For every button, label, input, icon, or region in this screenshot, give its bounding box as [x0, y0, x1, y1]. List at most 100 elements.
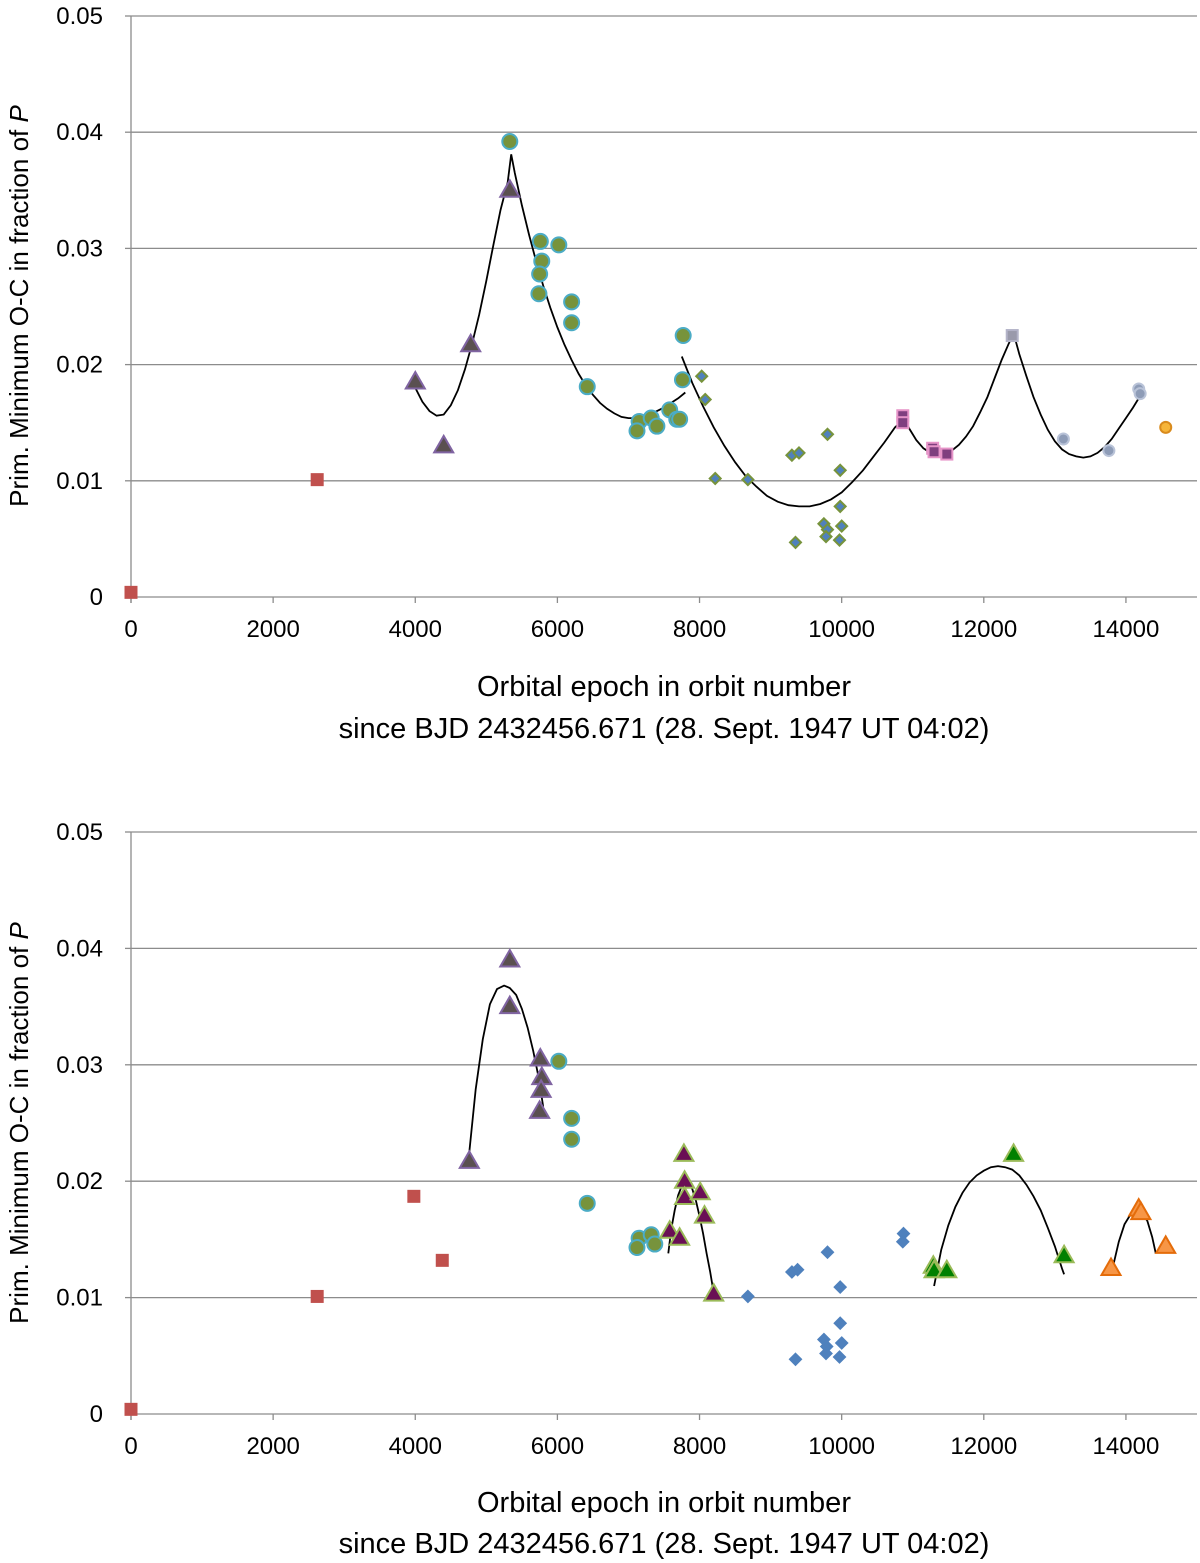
series-dark-triangles [404, 178, 522, 454]
y-tick-label: 0.02 [56, 352, 103, 379]
data-point [819, 1346, 833, 1361]
data-point [404, 369, 427, 390]
x-tick-label: 14000 [1093, 616, 1160, 643]
series-blue-diamonds [740, 1226, 911, 1367]
data-point [895, 1234, 910, 1249]
data-point [1052, 1243, 1076, 1264]
x-tick-label: 0 [124, 1433, 137, 1460]
data-point [628, 422, 646, 440]
data-point [648, 417, 666, 435]
y-axis-title-symbol: P [4, 105, 34, 123]
series-green-circles [501, 132, 692, 440]
x-tick-label: 10000 [808, 616, 875, 643]
data-point [896, 416, 910, 430]
data-point [1133, 387, 1147, 401]
data-point [820, 427, 835, 442]
data-point [790, 1262, 805, 1277]
x-axis-title: Orbital epoch in orbit number [477, 1487, 851, 1519]
x-axis-title: Orbital epoch in orbit number [477, 671, 851, 703]
data-point [673, 371, 691, 389]
data-point [833, 1280, 848, 1295]
x-tick-label: 10000 [808, 1433, 875, 1460]
series-red-squares [124, 1189, 449, 1416]
x-tick-label: 6000 [531, 616, 584, 643]
data-point [531, 265, 549, 283]
data-point [563, 314, 581, 332]
data-point [671, 410, 689, 428]
data-point [435, 1253, 449, 1267]
y-tick-label: 0.03 [56, 1052, 103, 1079]
y-tick-label: 0.03 [56, 235, 103, 262]
data-point [628, 1239, 646, 1257]
series-purple-triangles [658, 1142, 725, 1302]
data-point [672, 1142, 696, 1162]
y-tick-label: 0.05 [56, 819, 103, 846]
x-tick-label: 12000 [950, 616, 1017, 643]
y-tick-label: 0 [90, 1401, 103, 1428]
fit-curve-3 [933, 1165, 1065, 1287]
fit-curve-1 [414, 154, 686, 419]
data-point [927, 445, 941, 459]
data-point [498, 994, 522, 1015]
data-point [528, 1099, 551, 1119]
data-point [834, 519, 849, 534]
series-small-diamonds [694, 369, 849, 550]
data-point [674, 327, 692, 345]
data-point [834, 1336, 849, 1350]
x-tick-label: 8000 [673, 616, 726, 643]
series-dark-triangles [458, 947, 554, 1169]
series-orange-triangles [1099, 1197, 1177, 1276]
data-point [563, 293, 581, 311]
data-point [646, 1235, 664, 1253]
data-point [658, 1219, 681, 1239]
data-point [832, 1350, 847, 1364]
data-point [501, 132, 519, 150]
data-point [407, 1189, 421, 1203]
data-point [673, 1169, 696, 1189]
data-point [498, 178, 522, 198]
data-point [693, 1204, 716, 1224]
bottom-panel: 0 0.01 0.02 0.03 0.04 0.05 0 2000 4000 6000 8000 10… [4, 819, 1197, 1560]
y-tick-label: 0.01 [56, 468, 103, 495]
data-point [550, 236, 568, 254]
series-green-circles [550, 1052, 664, 1257]
data-point [788, 535, 803, 550]
data-point [1002, 1142, 1025, 1162]
data-point [1154, 1234, 1177, 1254]
data-point [1099, 1256, 1123, 1276]
y-tick-label: 0.04 [56, 935, 103, 962]
x-tick-label: 0 [124, 616, 137, 643]
data-point [458, 1149, 481, 1169]
data-point [310, 1289, 324, 1303]
data-point [833, 463, 848, 478]
fit-curve-3 [903, 330, 1141, 459]
data-point [578, 378, 596, 396]
data-point [833, 499, 848, 514]
data-point [832, 533, 847, 548]
y-axis-title: Prim. Minimum O-C in fraction of P [4, 922, 34, 1324]
x-tick-label: 6000 [531, 1433, 584, 1460]
x-tick-label: 2000 [246, 1433, 299, 1460]
data-point [792, 445, 806, 460]
data-point [819, 529, 833, 544]
series-orange-circle [1159, 420, 1173, 434]
data-point [708, 471, 723, 486]
data-point [529, 1046, 552, 1067]
y-axis-title: Prim. Minimum O-C in fraction of P [4, 105, 34, 507]
data-point [740, 472, 755, 487]
y-tick-label: 0.01 [56, 1285, 103, 1312]
data-point [432, 433, 455, 454]
data-point [459, 332, 482, 353]
data-point [1005, 329, 1019, 343]
data-point [530, 285, 548, 303]
data-point [1056, 432, 1070, 446]
data-point [788, 1352, 803, 1367]
data-point [698, 392, 713, 407]
data-point [498, 947, 522, 968]
data-point [124, 585, 138, 599]
series-green-triangles [922, 1142, 1076, 1279]
data-point [702, 1282, 725, 1302]
data-point [740, 1289, 755, 1304]
data-point [531, 232, 549, 250]
